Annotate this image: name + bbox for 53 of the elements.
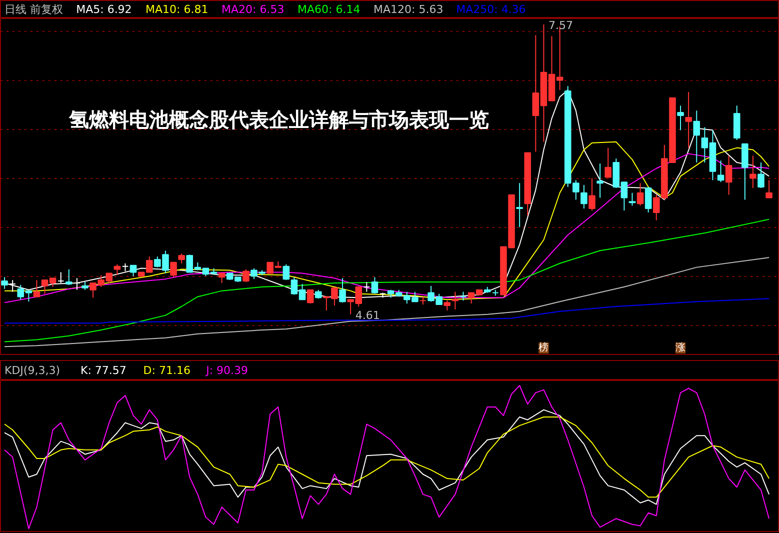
candlestick: [685, 91, 692, 148]
annotation: 7.57: [548, 18, 574, 32]
candlestick: [516, 182, 523, 228]
candlestick: [66, 268, 72, 286]
text: MA120: 5.63: [374, 3, 444, 16]
candlestick: [130, 264, 137, 277]
text: 日线 前复权: [4, 3, 63, 16]
candlestick: [371, 276, 378, 294]
candlestick: [339, 278, 346, 304]
candlestick: [1, 276, 8, 290]
candlestick: [604, 147, 612, 178]
candlestick: [363, 282, 370, 292]
candlestick: [644, 186, 652, 213]
text: 氢燃料电池概念股代表企业详解与市场表现一览: [68, 107, 489, 132]
candlestick: [717, 160, 724, 183]
candlestick: [636, 182, 644, 206]
text: MA250: 4.36: [456, 3, 526, 16]
candlestick: [677, 105, 684, 131]
text: MA60: 6.14: [298, 3, 360, 16]
candlestick: [306, 289, 314, 304]
text: K: 77.57: [80, 364, 126, 377]
candlestick: [693, 110, 700, 163]
annotation: 涨: [676, 342, 686, 354]
text: MA20: 6.53: [222, 3, 284, 16]
candlestick: [750, 155, 756, 188]
chart-title: KDJ(9,3,3): [4, 364, 60, 377]
text: D: 71.16: [143, 364, 190, 377]
candlestick: [725, 155, 732, 196]
candlestick: [178, 253, 185, 264]
candlestick: [33, 280, 40, 298]
candlestick: [742, 143, 748, 200]
candlestick: [242, 268, 250, 283]
text: MA10: 6.81: [146, 3, 208, 16]
candlestick: [114, 264, 121, 276]
candlestick: [452, 291, 459, 310]
candlestick: [9, 280, 16, 292]
candlestick: [588, 178, 596, 211]
text: J: 90.39: [205, 364, 248, 377]
candlestick: [420, 296, 426, 306]
candlestick: [218, 272, 226, 284]
candlestick: [766, 180, 772, 198]
annotation: 4.61: [355, 308, 380, 322]
candlestick: [282, 264, 290, 281]
candlestick: [596, 162, 604, 198]
candlestick: [444, 300, 451, 311]
candlestick: [57, 272, 64, 284]
candlestick: [580, 184, 588, 210]
candlestick: [74, 278, 80, 290]
candlestick: [628, 192, 636, 206]
candlestick: [758, 162, 764, 188]
text: MA5: 6.92: [76, 3, 132, 16]
annotation: 榜: [538, 342, 549, 354]
candlestick: [170, 262, 177, 278]
